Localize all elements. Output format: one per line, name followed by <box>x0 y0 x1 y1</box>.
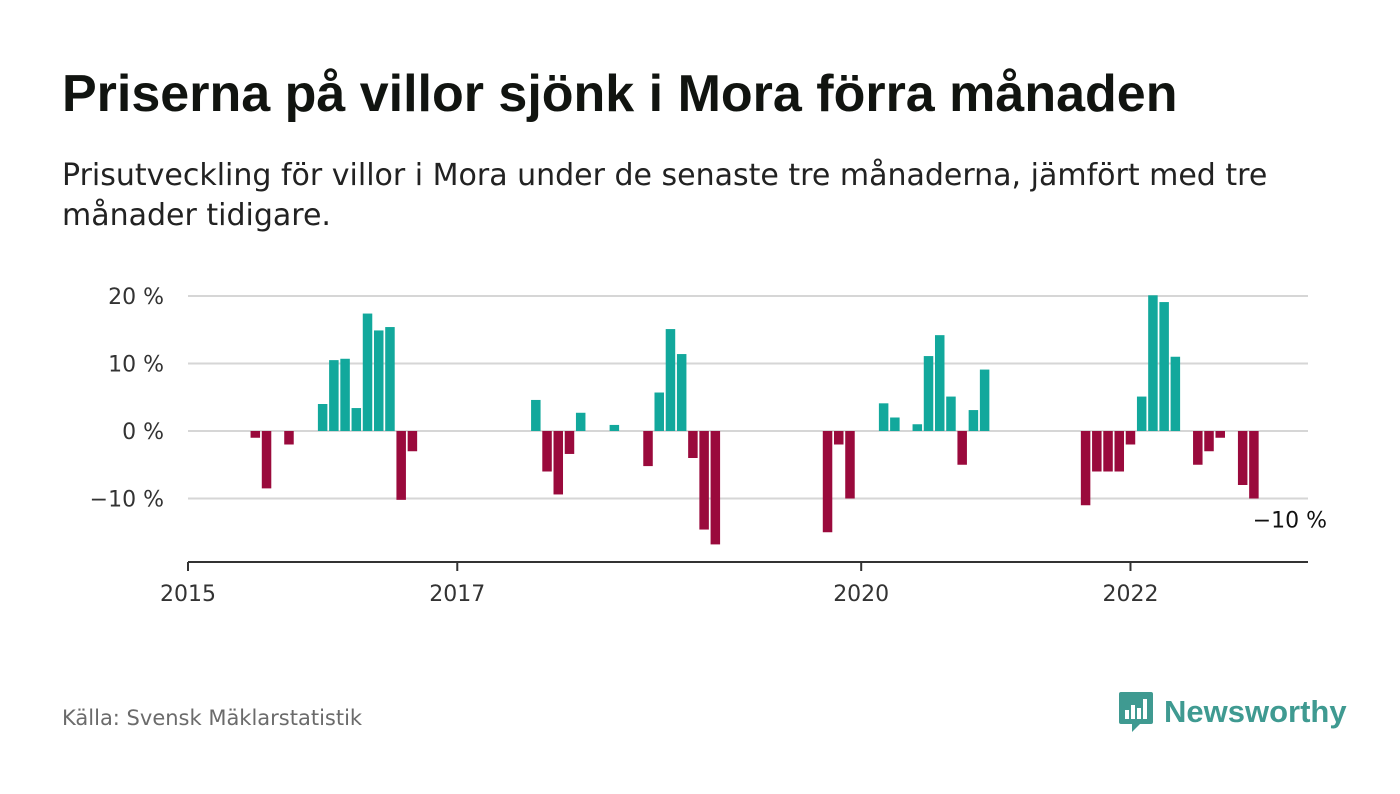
bar <box>564 431 575 454</box>
bar <box>845 431 855 499</box>
bar <box>834 431 844 445</box>
bar <box>822 431 833 533</box>
bar <box>1148 295 1158 431</box>
bar <box>890 417 900 431</box>
bar <box>284 431 294 445</box>
bar <box>351 408 362 431</box>
bar <box>912 424 923 431</box>
last-value-label: −10 % <box>1253 509 1327 534</box>
bar <box>385 327 395 431</box>
bar <box>1159 302 1169 431</box>
x-axis-tick-labels: 2015 2017 2020 2022 <box>160 582 1158 607</box>
bars <box>250 295 1259 545</box>
chart-subtitle: Prisutveckling för villor i Mora under d… <box>62 158 1268 233</box>
x-tick-label: 2015 <box>160 582 216 607</box>
x-axis <box>187 561 1308 571</box>
brand-logo: Newsworthy <box>1118 690 1347 734</box>
bar <box>688 431 698 458</box>
bar <box>1136 396 1147 431</box>
bar <box>340 358 350 431</box>
bar <box>676 354 687 431</box>
bar <box>362 313 373 431</box>
bar <box>553 431 564 495</box>
chart-title: Priserna på villor sjönk i Mora förra må… <box>62 65 1178 123</box>
bar <box>1125 431 1136 445</box>
bar <box>699 431 709 530</box>
bar-chart-speech-bubble-icon <box>1119 692 1153 732</box>
x-tick-label: 2022 <box>1102 582 1158 607</box>
bar-chart: 20 % 10 % 0 % −10 % 2015 2017 2020 2022 −10 % <box>90 285 1327 607</box>
bar <box>1092 431 1102 472</box>
bar <box>250 431 261 438</box>
bar <box>979 369 990 431</box>
x-tick-label: 2020 <box>833 582 889 607</box>
bar <box>1080 431 1091 506</box>
brand-name: Newsworthy <box>1164 694 1347 729</box>
bar <box>317 404 328 431</box>
bar <box>643 431 653 467</box>
bar <box>373 330 384 431</box>
bar <box>1193 431 1203 465</box>
y-tick-label: −10 % <box>90 488 164 513</box>
bar <box>878 403 889 431</box>
bar <box>1249 431 1259 499</box>
bar <box>1204 431 1214 452</box>
bar <box>654 392 664 431</box>
bar <box>968 410 979 431</box>
bar <box>957 431 967 465</box>
bar <box>710 431 721 545</box>
y-tick-label: 10 % <box>108 353 164 378</box>
bar <box>1237 431 1248 485</box>
bar <box>946 396 956 431</box>
bar <box>1103 431 1113 472</box>
bar <box>934 335 945 431</box>
bar <box>1170 356 1181 431</box>
bar <box>396 431 406 500</box>
y-axis-tick-labels: 20 % 10 % 0 % −10 % <box>90 285 164 513</box>
bar <box>329 360 339 432</box>
data-labels: −10 % <box>1253 509 1327 534</box>
bar <box>575 412 586 431</box>
bar <box>609 424 620 431</box>
bar <box>407 431 418 452</box>
source-note: Källa: Svensk Mäklarstatistik <box>62 706 363 730</box>
bar <box>1114 431 1125 472</box>
y-tick-label: 0 % <box>122 420 164 445</box>
bar <box>531 399 541 431</box>
bar <box>665 329 676 431</box>
x-tick-label: 2017 <box>429 582 485 607</box>
bar <box>542 431 552 472</box>
bar <box>261 431 272 489</box>
y-tick-label: 20 % <box>108 285 164 310</box>
bar <box>1215 431 1225 438</box>
bar <box>923 356 934 431</box>
